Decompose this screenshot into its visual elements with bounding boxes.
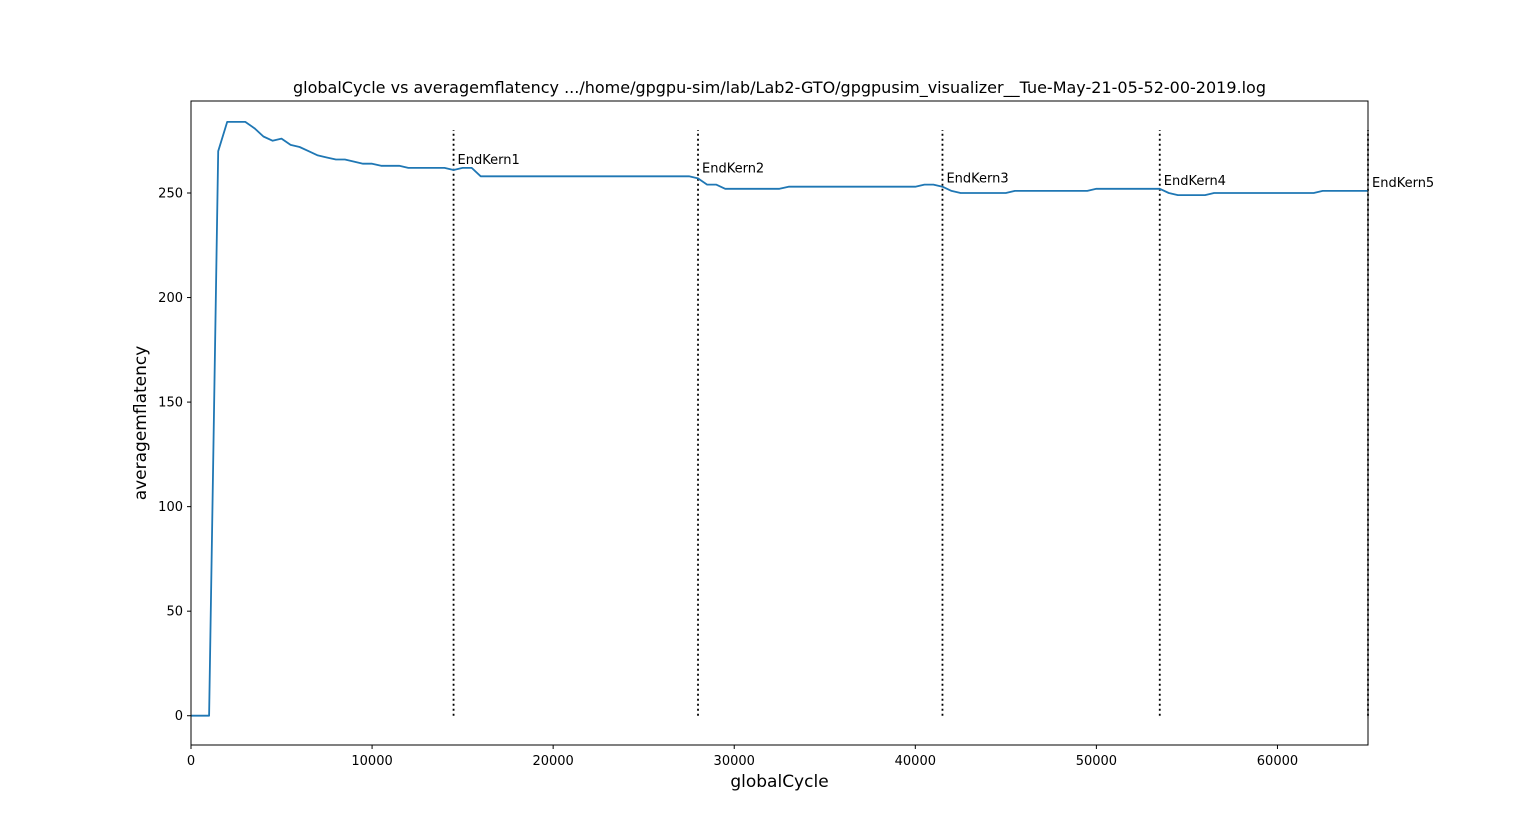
y-tick-label: 100 xyxy=(158,500,183,515)
kernel-end-label: EndKern3 xyxy=(946,172,1008,187)
plot-frame xyxy=(190,100,1369,746)
x-axis-label: globalCycle xyxy=(730,772,828,792)
y-tick-label: 150 xyxy=(158,396,183,411)
y-axis-ticks: 0 50 100 150 200 250 xyxy=(158,187,191,724)
y-tick-label: 50 xyxy=(166,605,183,620)
y-tick-label: 0 xyxy=(175,709,183,724)
x-tick-label: 0 xyxy=(187,754,195,769)
x-axis-ticks: 0 10000 20000 30000 40000 50000 60000 xyxy=(187,745,1298,769)
kernel-end-label: EndKern5 xyxy=(1372,176,1434,191)
x-tick-label: 50000 xyxy=(1076,754,1117,769)
y-tick-label: 250 xyxy=(158,187,183,202)
x-tick-label: 20000 xyxy=(532,754,573,769)
y-axis-label: averagemflatency xyxy=(131,346,151,501)
y-tick-label: 200 xyxy=(158,291,183,306)
x-tick-label: 30000 xyxy=(714,754,755,769)
kernel-end-label: EndKern1 xyxy=(458,153,520,168)
kernel-end-label: EndKern4 xyxy=(1164,174,1226,189)
x-tick-label: 10000 xyxy=(351,754,392,769)
series-line xyxy=(191,121,1368,717)
series-group xyxy=(191,121,1368,717)
x-tick-label: 60000 xyxy=(1257,754,1298,769)
kernel-end-label: EndKern2 xyxy=(702,161,764,176)
marker-group: EndKern1 EndKern2 EndKern3 EndKern4 EndKern5 xyxy=(452,130,1434,716)
x-tick-label: 40000 xyxy=(895,754,936,769)
chart-title: globalCycle vs averagemflatency .../home… xyxy=(293,78,1266,98)
